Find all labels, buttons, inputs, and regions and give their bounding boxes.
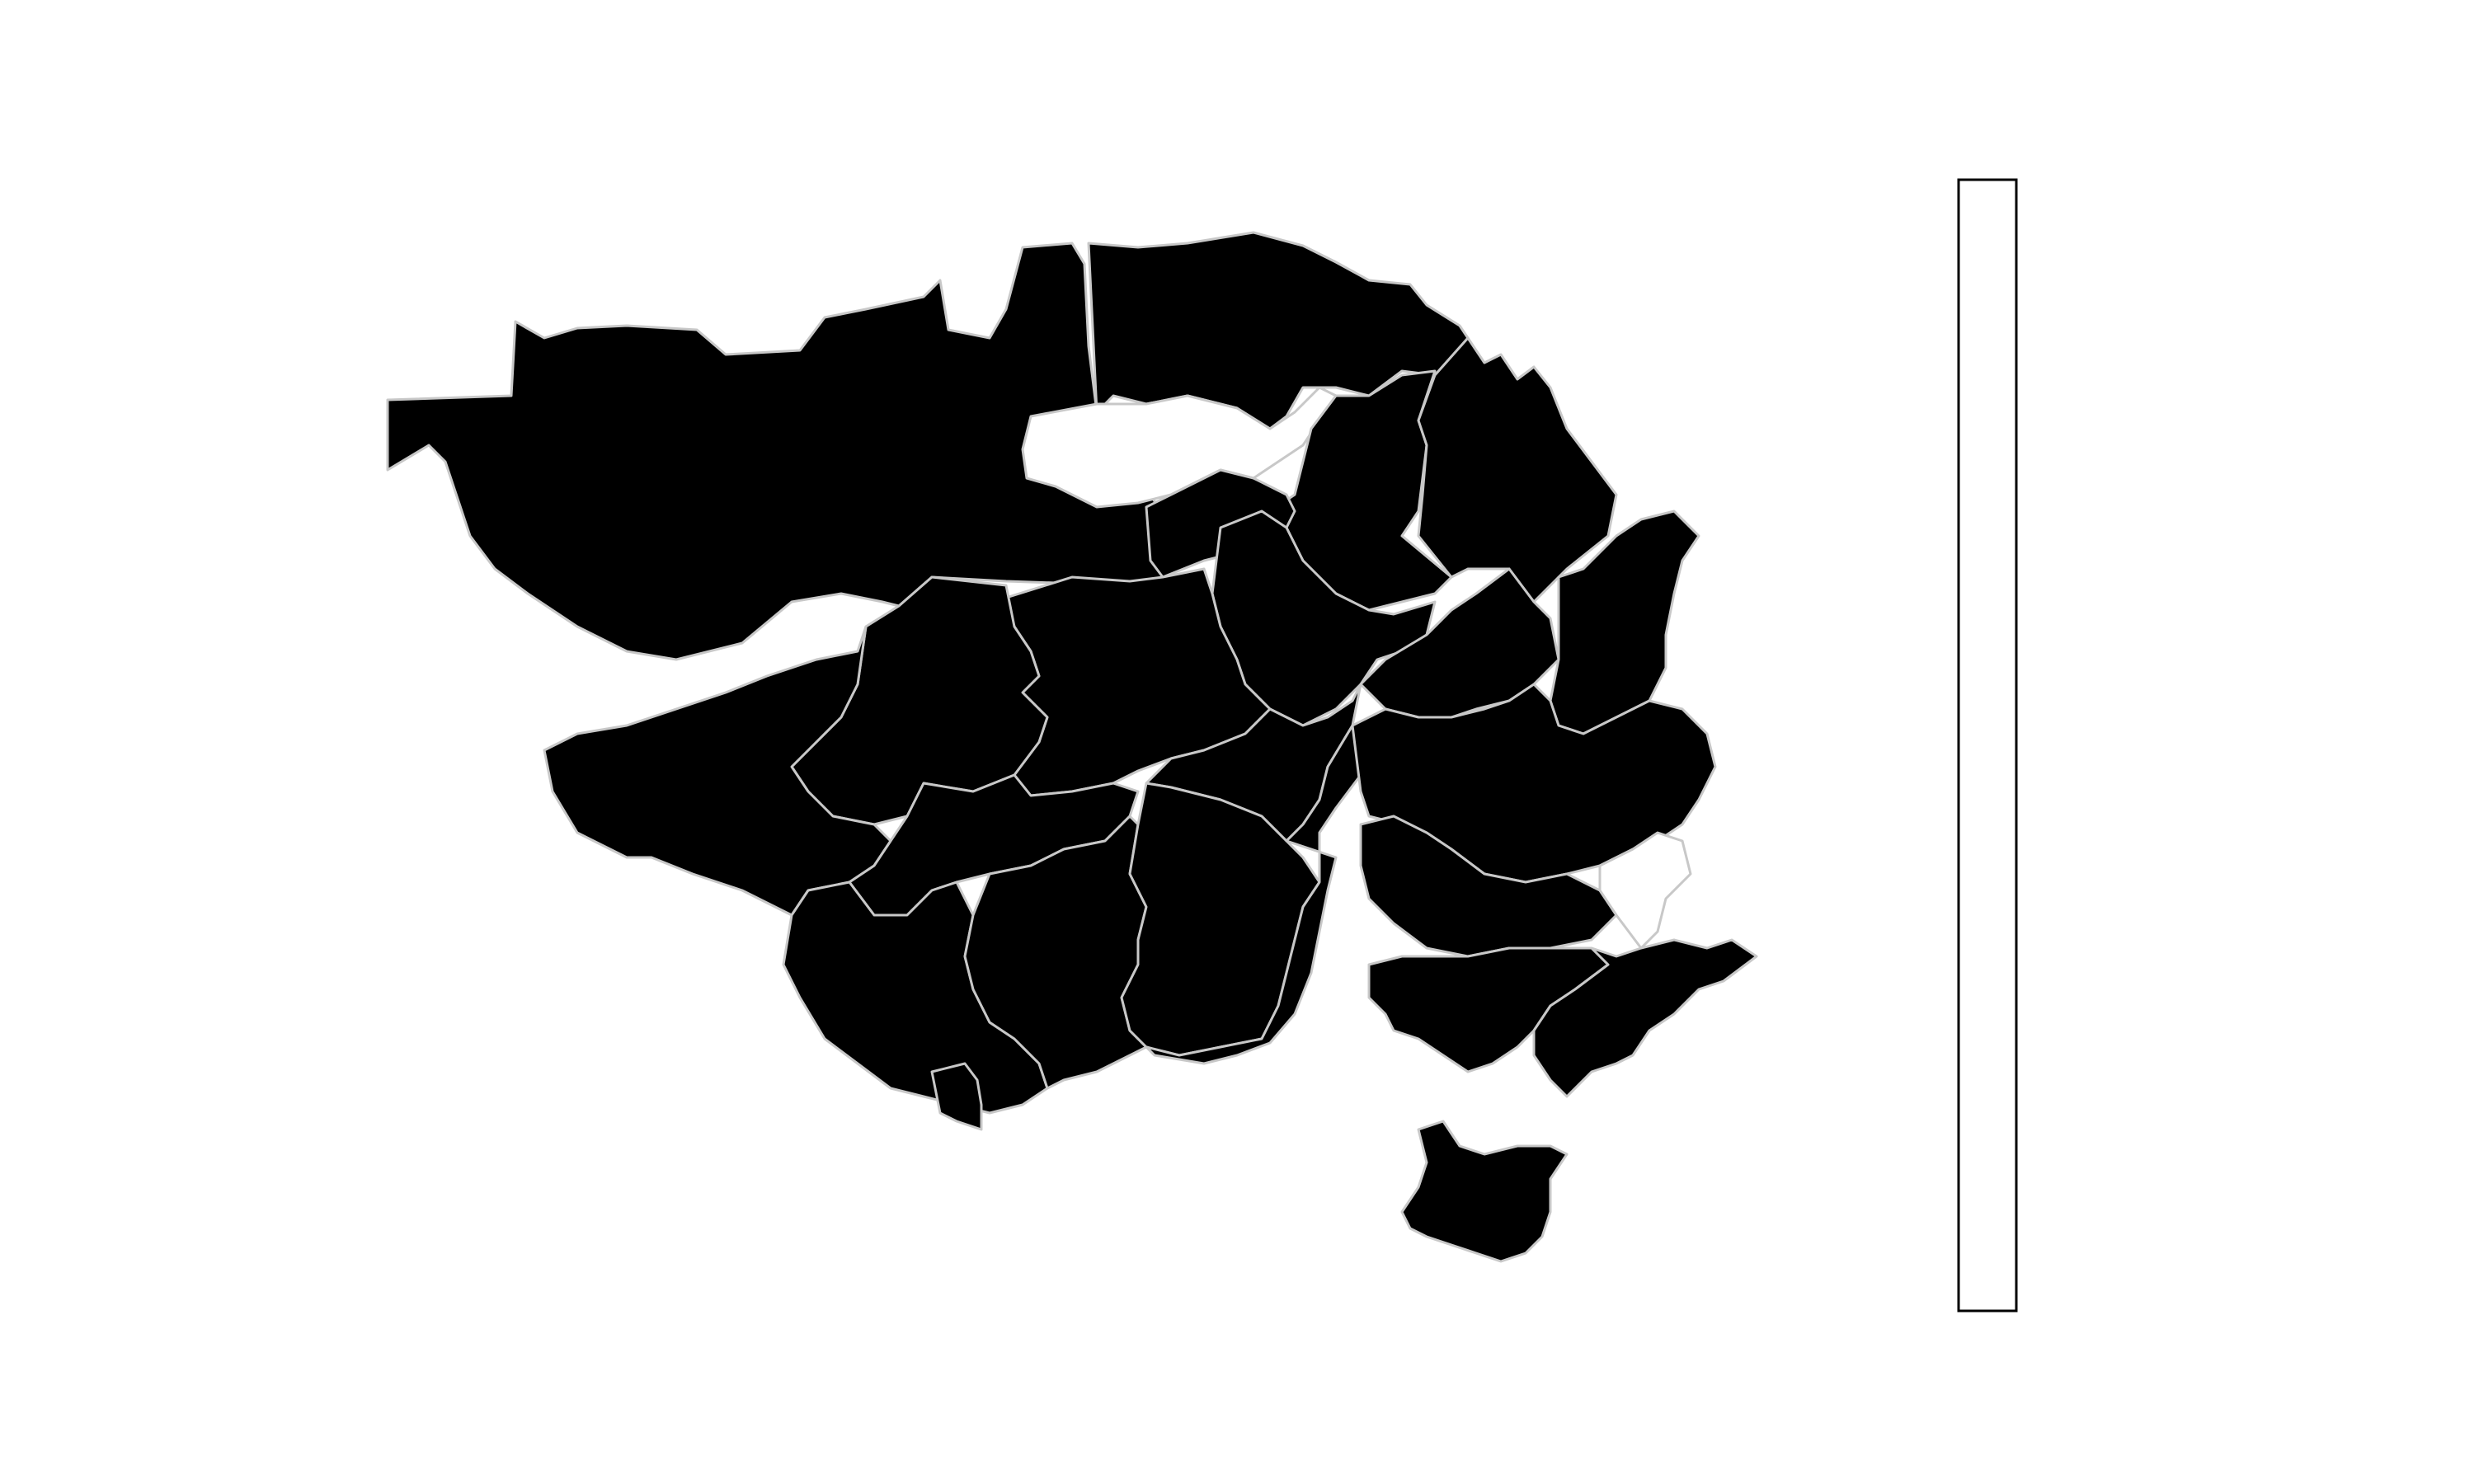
district-tapi[interactable]	[1532, 938, 1758, 1098]
district-aravalli[interactable]	[1417, 336, 1618, 603]
district-gir-somnath[interactable]	[930, 1062, 983, 1131]
district-jamnagar[interactable]	[543, 625, 892, 917]
district-navsari[interactable]	[1400, 1120, 1569, 1263]
district-patan[interactable]	[1021, 386, 1338, 509]
district-bharuch[interactable]	[1359, 815, 1618, 958]
colorbar-scale	[1957, 178, 2018, 1313]
district-narmada[interactable]	[1598, 831, 1692, 950]
